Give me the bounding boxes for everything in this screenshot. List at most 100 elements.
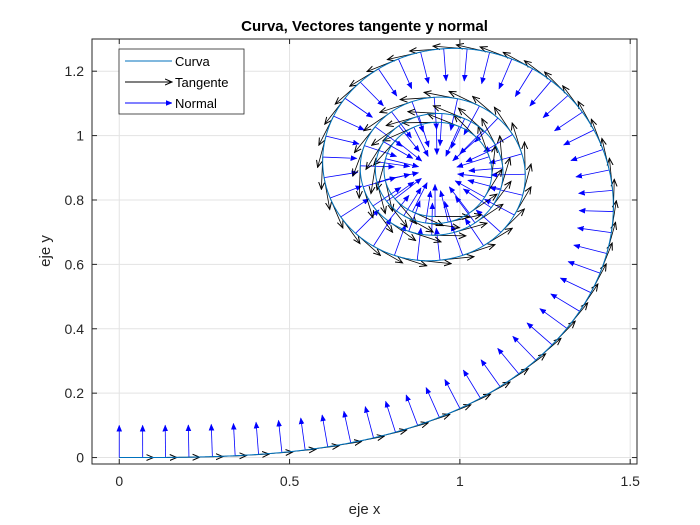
normal-arrow [408,201,420,232]
normal-arrow [256,422,258,455]
tangent-vectors [119,45,616,458]
normal-arrow [530,80,552,106]
axis-ticks: 0 0.5 1 1.5 0 0.2 0.4 0.6 0.8 1 1.2 [65,39,640,489]
normal-arrow [365,407,374,438]
chart-title: Curva, Vectores tangente y normal [241,18,488,35]
normal-arrow [576,169,610,177]
normal-arrow [574,245,607,254]
y-tick-label: 1.2 [65,63,85,79]
y-axis-label: eje y [37,235,54,267]
normal-arrow [527,323,553,346]
normal-arrow [416,228,421,261]
series-curva-line [119,47,614,459]
normal-arrow [373,219,391,247]
normal-arrow [418,116,429,147]
normal-arrow [481,360,501,387]
normal-arrow [425,388,440,418]
normal-arrow [355,210,379,234]
normal-arrow [413,127,429,156]
normal-arrow [513,336,537,361]
normal-arrow [464,48,467,81]
normal-arrow [551,293,580,312]
normal-arrow [482,52,490,83]
normal-arrow [385,158,419,167]
normal-arrow [398,125,420,152]
normal-arrow [579,190,613,193]
normal-arrow [386,401,396,433]
normal-arrow [383,141,413,159]
normal-arrow [394,225,405,256]
normal-arrow [555,111,583,131]
x-tick-label: 1.5 [620,473,640,489]
normal-arrow [385,173,418,181]
normal-arrow [465,219,484,246]
normal-arrow [475,117,499,142]
normal-arrow [330,186,362,199]
normal-arrow [444,48,446,81]
normal-arrow [325,135,359,144]
normal-arrow [455,180,485,198]
normal-arrow [412,183,428,212]
legend-label-curva: Curva [175,54,210,69]
normal-arrow [463,370,481,399]
normal-arrow [322,415,329,447]
normal-arrow [188,425,189,458]
normal-arrow [468,180,501,190]
normal-arrow [333,115,365,131]
normal-arrow [564,129,595,146]
y-tick-label: 0.8 [65,192,85,208]
normal-arrow [211,424,212,457]
normal-arrow [301,418,306,450]
normal-arrow [406,395,418,426]
normal-arrow [543,95,569,118]
normal-arrow [455,197,476,224]
normal-arrow [490,187,523,196]
x-tick-label: 1 [456,473,464,489]
normal-arrow [344,411,352,443]
normal-arrow [560,277,591,294]
normal-arrow [322,157,357,158]
normal-arrow [515,68,533,97]
y-tick-label: 1 [76,128,84,144]
normal-arrow [386,182,414,202]
legend-label-normal: Normal [175,96,217,111]
y-tick-label: 0.2 [65,385,85,401]
normal-arrow [460,130,484,153]
legend: Curva Tangente Normal [118,48,245,115]
normal-arrow [457,156,490,167]
normal-arrow [279,420,283,453]
normal-arrow [579,211,614,212]
normal-arrow [395,140,422,161]
normal-arrow [420,51,429,83]
normal-arrow [436,228,441,261]
normal-arrow [449,187,470,214]
normal-arrow [394,178,421,200]
normal-arrow [378,68,396,96]
legend-label-tangente: Tangente [175,75,229,90]
normal-arrow [364,145,396,157]
normal-arrow [498,58,513,89]
normal-arrow [463,189,492,208]
normal-arrow [458,174,492,179]
normal-arrow [233,424,235,456]
normal-arrow [340,199,369,218]
normal-arrow [444,380,461,409]
normal-arrow [440,113,442,146]
y-tick-label: 0.4 [65,321,85,337]
normal-arrow [403,188,421,216]
normal-arrow [344,97,372,117]
y-tick-label: 0.6 [65,256,85,272]
plot-area [119,45,616,458]
x-axis-label: eje x [349,501,381,518]
x-tick-label: 0 [115,473,123,489]
normal-arrow [375,161,410,167]
normal-arrow [359,81,383,106]
axes-box [91,38,638,465]
normal-arrow [498,348,520,375]
normal-arrow [571,149,604,161]
normal-arrow [436,122,437,154]
normal-arrow [568,262,601,274]
normal-arrow [445,126,460,157]
y-tick-label: 0 [76,450,84,466]
